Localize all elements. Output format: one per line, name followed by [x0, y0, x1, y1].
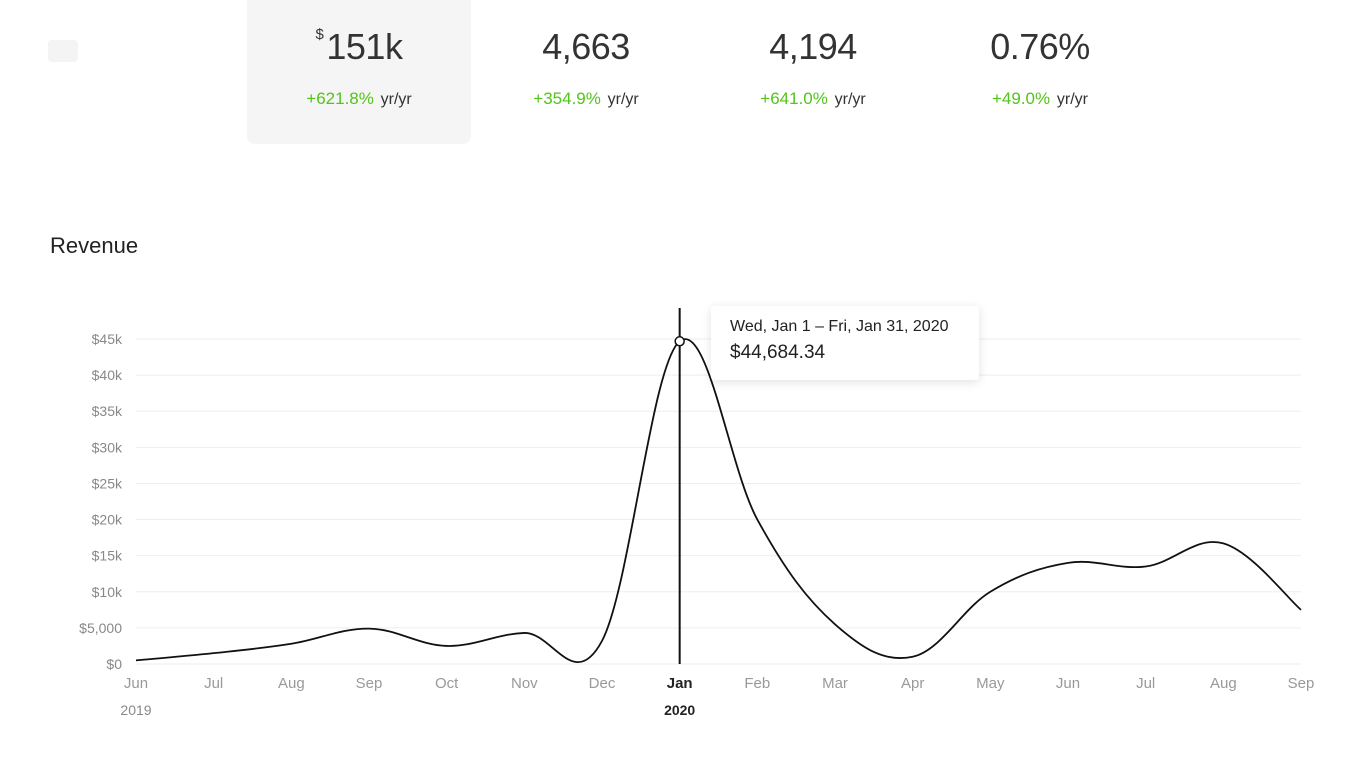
tooltip-date: Wed, Jan 1 – Fri, Jan 31, 2020 — [730, 318, 949, 335]
metric-value: $151k — [315, 26, 403, 67]
x-tick-label: Oct — [435, 675, 459, 692]
metric-change: +621.8% yr/yr — [306, 89, 412, 108]
metric-orders[interactable]: 4,663 +354.9% yr/yr — [474, 0, 698, 144]
x-tick-label: Jun — [1056, 675, 1080, 692]
revenue-chart[interactable]: $0 $5,000 $10k $15k $20k $25k $30k $35k $40k $45k… — [0, 290, 1366, 730]
revenue-line — [135, 338, 1302, 664]
metric-conversion-rate[interactable]: 0.76% +49.0% yr/yr — [928, 0, 1152, 144]
y-tick-label: $25k — [92, 475, 123, 491]
x-tick-label: Sep — [1288, 675, 1315, 692]
x-tick-label: Feb — [744, 675, 770, 692]
metric-revenue[interactable]: $151k +621.8% yr/yr — [247, 0, 471, 144]
x-tick-label: May — [976, 675, 1005, 692]
year-label: 2020 — [664, 702, 695, 718]
x-tick-label: Sep — [356, 675, 383, 692]
y-tick-label: $30k — [92, 439, 123, 455]
y-tick-label: $45k — [92, 331, 123, 347]
metric-value: 0.76% — [990, 26, 1090, 67]
metric-customers[interactable]: 4,194 +641.0% yr/yr — [701, 0, 925, 144]
x-tick-label: Jan — [667, 675, 693, 692]
metric-change: +354.9% yr/yr — [533, 89, 639, 108]
y-tick-label: $35k — [92, 403, 123, 419]
y-tick-label: $5,000 — [79, 620, 122, 636]
year-label: 2019 — [120, 702, 151, 718]
x-tick-label: Dec — [589, 675, 616, 692]
chart-title: Revenue — [50, 233, 139, 258]
y-tick-label: $10k — [92, 584, 123, 600]
x-tick-label: Aug — [1210, 675, 1237, 692]
hover-marker — [674, 336, 685, 347]
metric-value: 4,194 — [769, 26, 857, 67]
x-tick-label: Nov — [511, 675, 538, 692]
y-tick-label: $40k — [92, 367, 123, 383]
metric-value: 4,663 — [542, 26, 630, 67]
y-tick-label: $15k — [92, 548, 123, 564]
y-tick-label: $0 — [106, 656, 122, 672]
x-tick-label: Jul — [1136, 675, 1155, 692]
metric-change: +641.0% yr/yr — [760, 89, 866, 108]
x-tick-label: Aug — [278, 675, 305, 692]
x-tick-label: Jun — [124, 675, 148, 692]
x-tick-label: Apr — [901, 675, 924, 692]
menu-icon[interactable] — [48, 40, 78, 62]
tooltip-value: $44,684.34 — [730, 342, 826, 363]
x-tick-label: Mar — [822, 675, 848, 692]
chart-tooltip: Wed, Jan 1 – Fri, Jan 31, 2020 $44,684.3… — [711, 306, 979, 380]
y-tick-label: $20k — [92, 512, 123, 528]
x-tick-label: Jul — [204, 675, 223, 692]
metric-change: +49.0% yr/yr — [992, 89, 1088, 108]
